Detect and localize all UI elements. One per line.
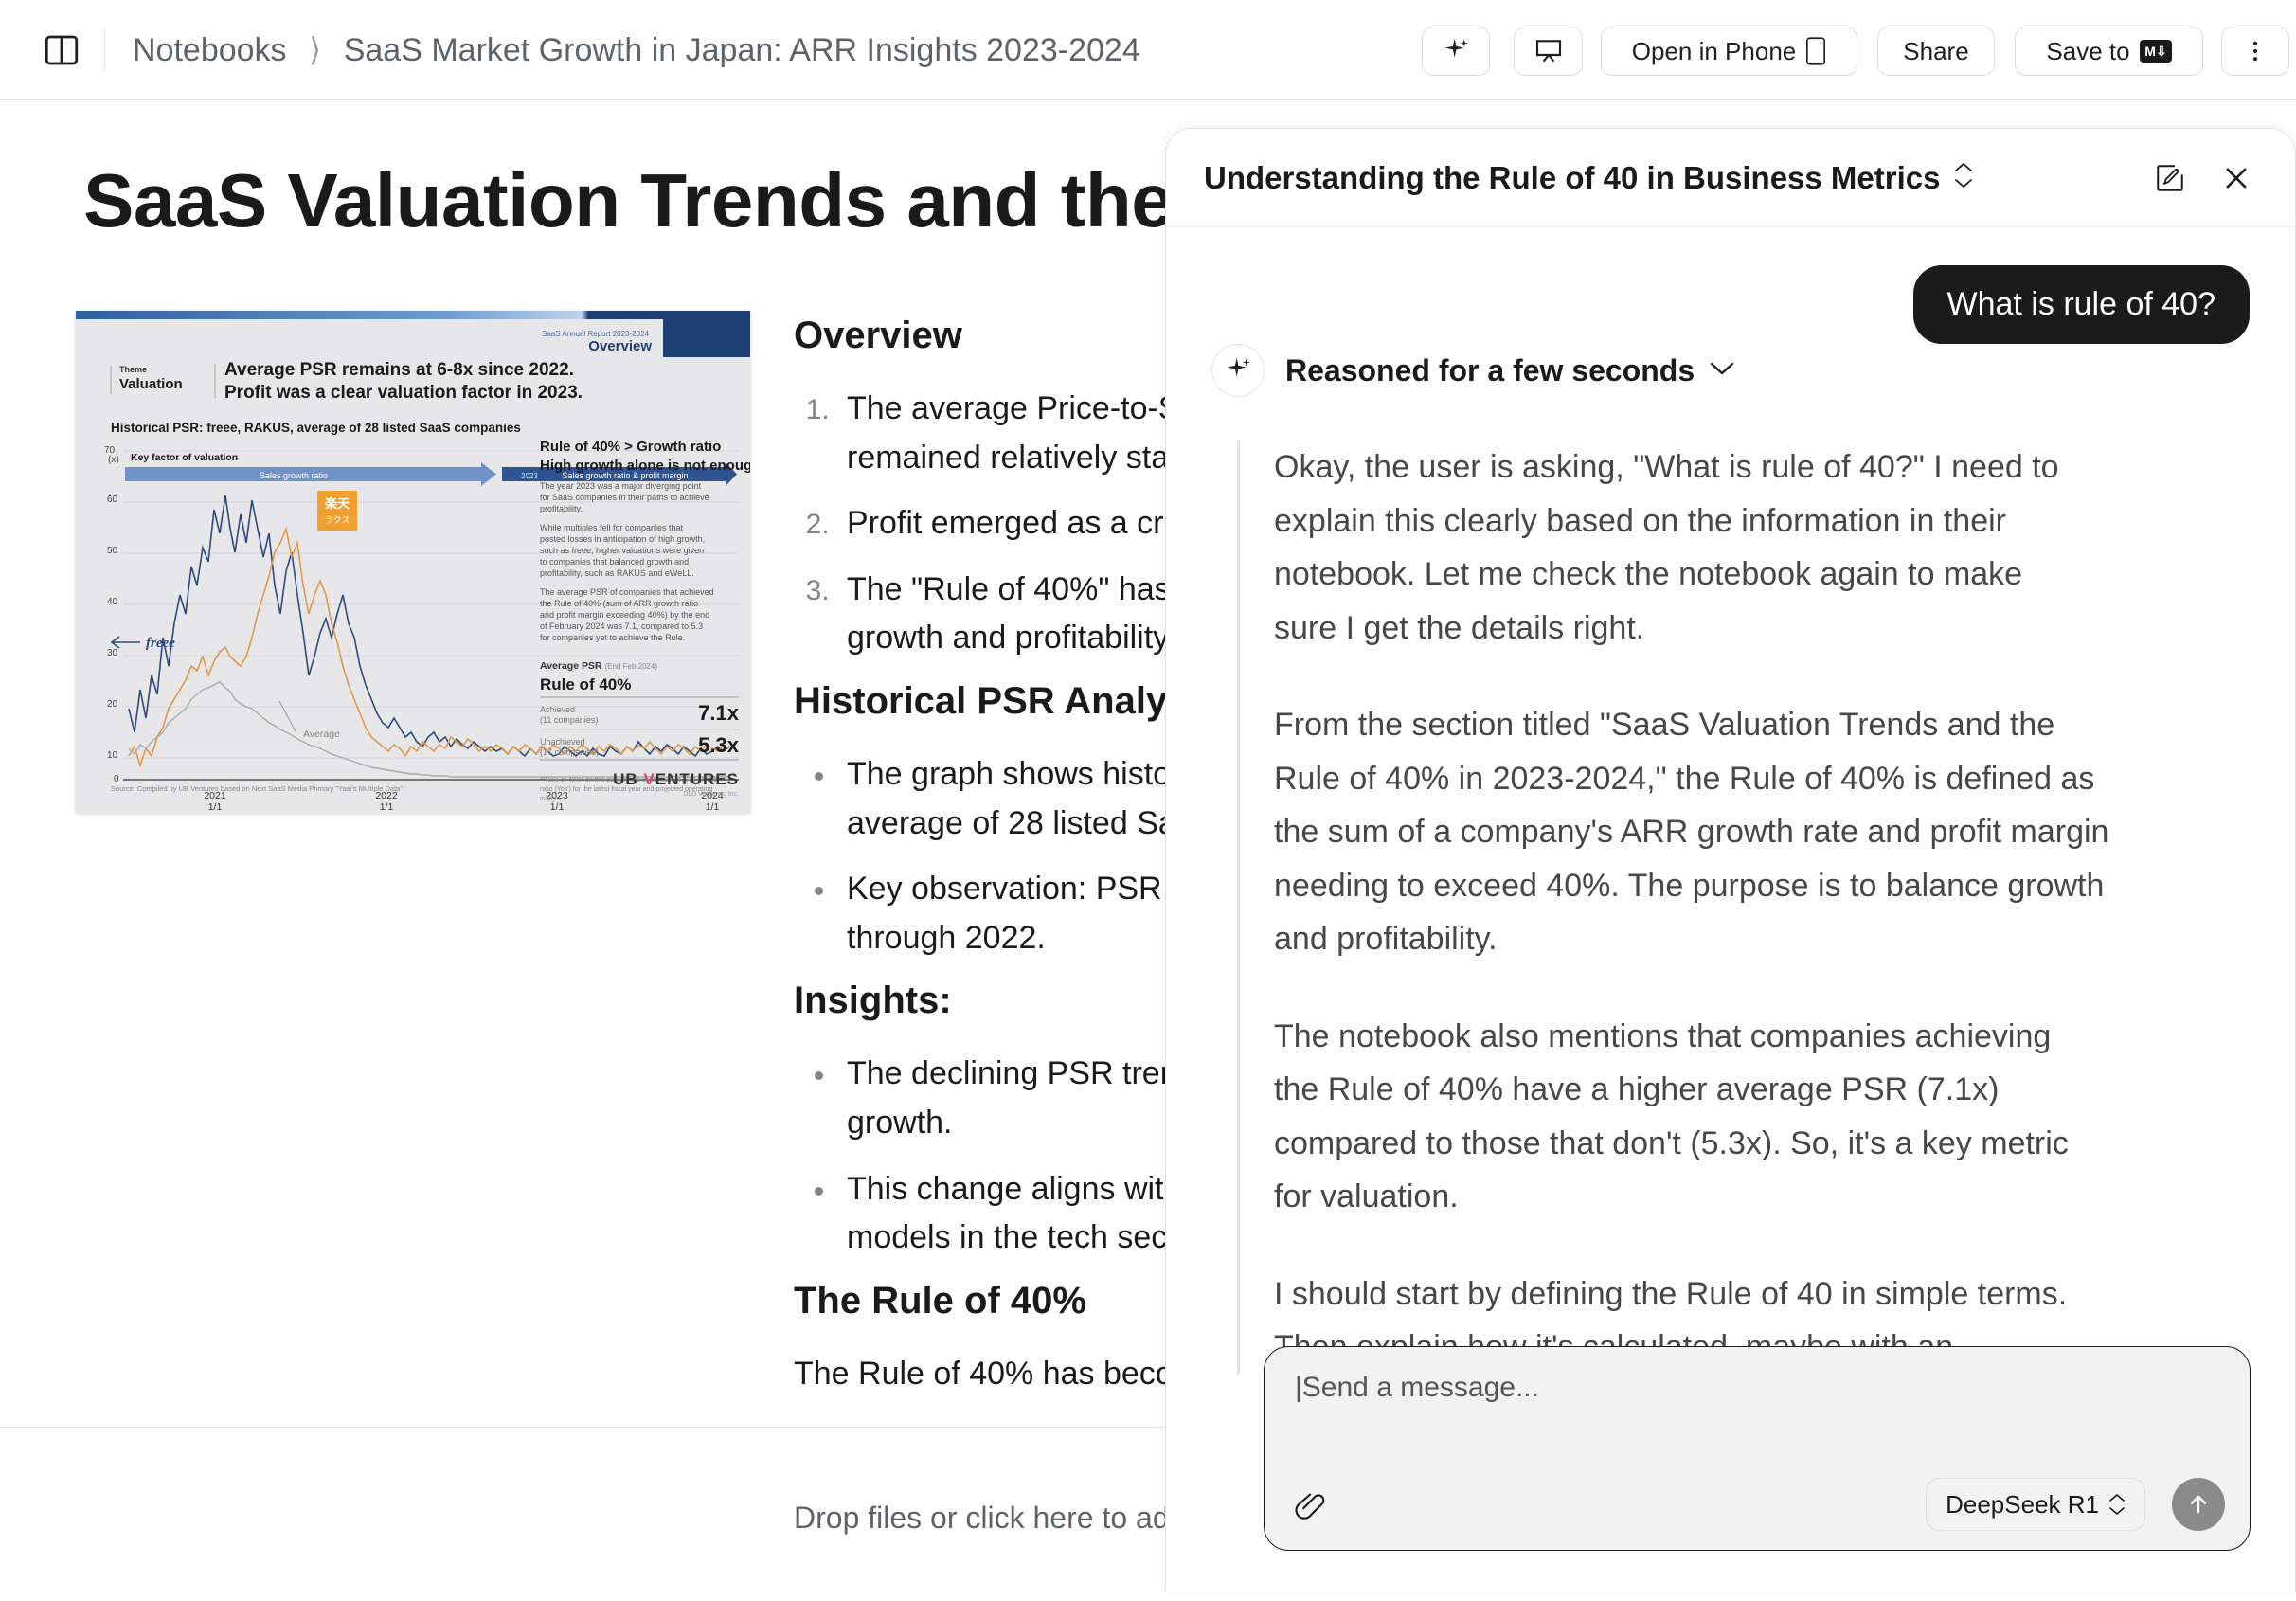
svg-text:Sales growth ratio: Sales growth ratio — [260, 471, 328, 480]
svg-text:20: 20 — [107, 699, 118, 710]
svg-text:Rule of 40% > Growth ratio: Rule of 40% > Growth ratio — [540, 439, 721, 455]
svg-text:While multiples fell for compa: While multiples fell for companies that — [540, 523, 684, 532]
svg-text:2023: 2023 — [521, 472, 538, 480]
svg-text:(17 companies): (17 companies) — [540, 747, 599, 757]
svg-text:Average: Average — [303, 729, 340, 740]
svg-text:5.3x: 5.3x — [698, 733, 740, 757]
svg-text:M⇩: M⇩ — [2144, 44, 2166, 59]
svg-text:posted losses in anticipation: posted losses in anticipation of high gr… — [540, 534, 705, 544]
svg-text:Historical PSR: freee, RAKUS,: Historical PSR: freee, RAKUS, average of… — [111, 421, 521, 435]
svg-text:40: 40 — [107, 597, 118, 607]
svg-text:Theme: Theme — [119, 365, 147, 374]
svg-text:(11 companies): (11 companies) — [540, 715, 598, 725]
svg-text:1/1: 1/1 — [706, 801, 720, 813]
svg-text:(x): (x) — [108, 455, 119, 465]
svg-text:to companies that balanced gro: to companies that balanced growth and — [540, 557, 689, 567]
svg-text:for companies yet to achieve t: for companies yet to achieve the Rule. — [540, 633, 685, 642]
svg-text:such as freee, higher valuatio: such as freee, higher valuations were gi… — [540, 546, 704, 555]
svg-text:Average PSR (End Feb 2024): Average PSR (End Feb 2024) — [540, 660, 657, 672]
svg-text:profitability, such as RAKUS a: profitability, such as RAKUS and eWeLL. — [540, 568, 694, 578]
svg-text:margin.: margin. — [540, 796, 562, 802]
svg-text:The year 2023 was a major dive: The year 2023 was a major diverging poin… — [540, 481, 702, 491]
svg-text:the Rule of 40% (sum of ARR gr: the Rule of 40% (sum of ARR growth ratio — [540, 599, 698, 608]
svg-text:10: 10 — [107, 750, 118, 761]
svg-text:UB VENTURES: UB VENTURES — [613, 770, 739, 788]
svg-text:楽天: 楽天 — [324, 496, 350, 511]
svg-text:7.1x: 7.1x — [698, 701, 740, 725]
svg-text:Rule of 40%: Rule of 40% — [540, 675, 631, 693]
svg-text:Overview: Overview — [588, 338, 652, 354]
svg-text:The average PSR of companies t: The average PSR of companies that achiev… — [540, 587, 714, 597]
svg-text:Achieved: Achieved — [540, 705, 575, 714]
svg-text:ラクス: ラクス — [325, 515, 350, 525]
svg-text:profitability.: profitability. — [540, 504, 583, 513]
svg-text:and profit margin exceeding 40: and profit margin exceeding 40%) by the … — [540, 610, 709, 620]
svg-text:freee: freee — [146, 636, 175, 651]
svg-text:1/1: 1/1 — [208, 801, 223, 813]
svg-text:Source: Compiled by UB Venture: Source: Compiled by UB Ventures based on… — [111, 784, 403, 793]
svg-text:1/1: 1/1 — [550, 801, 565, 813]
svg-text:60: 60 — [107, 495, 118, 505]
svg-text:of February 2024 was 7.1, comp: of February 2024 was 7.1, compared to 5.… — [540, 621, 703, 631]
svg-text:SaaS Annual Report 2023-2024: SaaS Annual Report 2023-2024 — [542, 330, 650, 338]
svg-text:0: 0 — [114, 774, 119, 784]
svg-text:Average PSR remains at 6-8x si: Average PSR remains at 6-8x since 2022. — [224, 360, 574, 380]
svg-text:DLD Ventures, Inc.: DLD Ventures, Inc. — [683, 791, 739, 798]
svg-text:for SaaS companies in their pa: for SaaS companies in their paths to ach… — [540, 493, 709, 502]
svg-text:Unachieved: Unachieved — [540, 737, 585, 747]
svg-text:Profit was a clear valuation f: Profit was a clear valuation factor in 2… — [224, 383, 583, 403]
svg-text:50: 50 — [107, 546, 118, 556]
svg-text:1/1: 1/1 — [380, 801, 394, 813]
svg-text:30: 30 — [107, 648, 118, 658]
svg-text:Valuation: Valuation — [119, 376, 183, 392]
svg-text:High growth alone is not enoug: High growth alone is not enough — [540, 458, 750, 474]
svg-text:Key factor of valuation: Key factor of valuation — [131, 452, 238, 463]
